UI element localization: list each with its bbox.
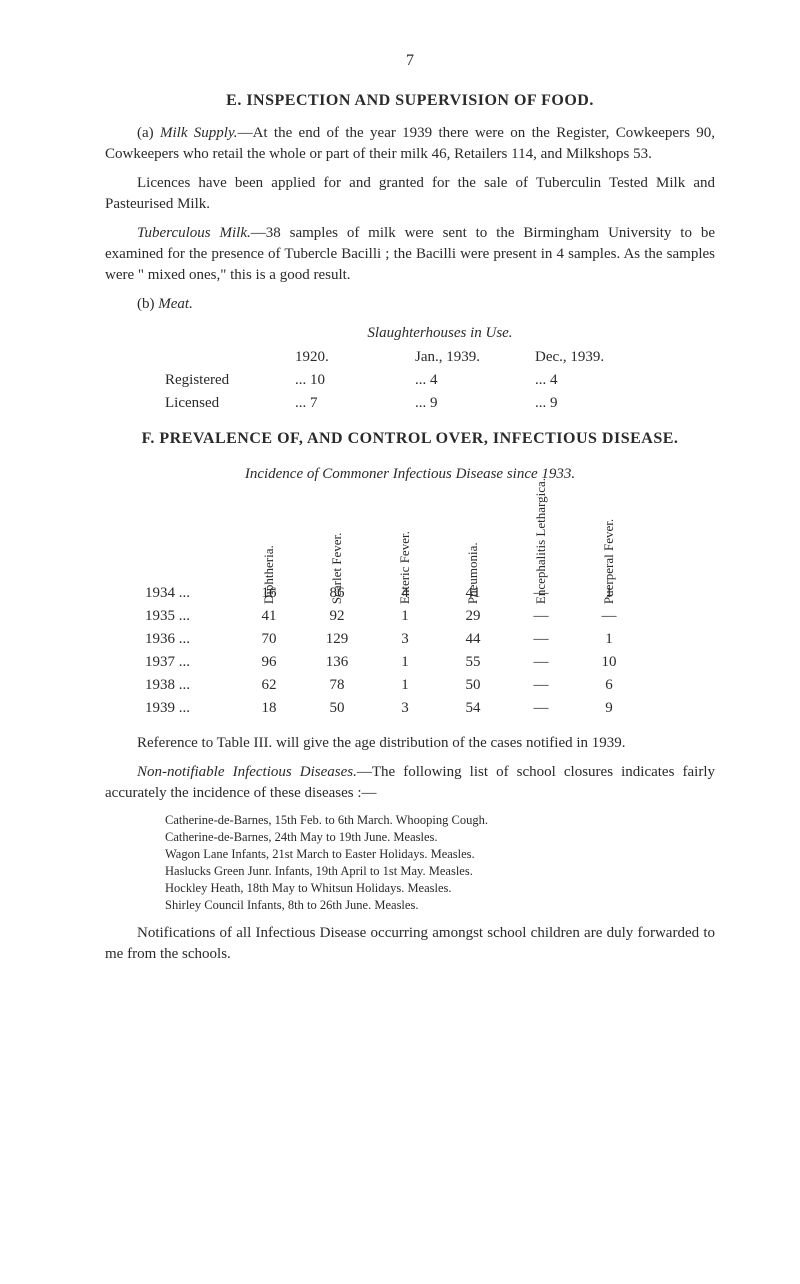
para3-italic: Tuberculous Milk. [137,225,251,241]
page-number: 7 [105,50,715,72]
slaughter-row: Licensed ... 7 ... 9 ... 9 [165,393,715,414]
disease-cell: 136 [303,652,371,673]
disease-year: 1936 ... [145,629,235,650]
slaughter-title: Slaughterhouses in Use. [165,323,715,344]
disease-cell: 3 [371,629,439,650]
slaughter-c3-1: ... 9 [535,393,655,414]
para-meat: (b) Meat. [105,294,715,315]
para1-prefix: (a) [137,125,160,141]
disease-cell: 96 [235,652,303,673]
non-notifiable-para: Non-notifiable Infectious Diseases.—The … [105,762,715,804]
disease-cell: 1 [371,652,439,673]
disease-row: 1939 ...1850354—9 [145,698,715,719]
disease-cell: 41 [235,606,303,627]
disease-cell: — [507,629,575,650]
disease-cell: 50 [439,675,507,696]
disease-header-1: Scarlet Fever. [328,536,346,604]
slaughter-c1-0: ... 10 [295,370,415,391]
disease-cell: 78 [303,675,371,696]
slaughter-c3-0: ... 4 [535,370,655,391]
para4-prefix: (b) [137,296,158,312]
disease-cell: — [507,675,575,696]
disease-cell: 50 [303,698,371,719]
disease-year: 1939 ... [145,698,235,719]
disease-row: 1934 ...1686441—1 [145,583,715,604]
disease-headers: Diphtheria. Scarlet Fever. Enteric Fever… [145,501,715,579]
closure-line: Shirley Council Infants, 8th to 26th Jun… [165,897,695,914]
disease-header-0: Diphtheria. [260,536,278,604]
disease-cell: 1 [575,629,643,650]
slaughter-h2: Jan., 1939. [415,347,535,368]
slaughter-row: Registered ... 10 ... 4 ... 4 [165,370,715,391]
disease-year: 1934 ... [145,583,235,604]
disease-cell: 55 [439,652,507,673]
disease-cell: 62 [235,675,303,696]
para1-italic: Milk Supply. [160,125,238,141]
disease-cell: 54 [439,698,507,719]
para-milk-supply: (a) Milk Supply.—At the end of the year … [105,123,715,165]
disease-header-5: Puerperal Fever. [600,536,618,604]
disease-cell: 6 [575,675,643,696]
disease-cell: 29 [439,606,507,627]
disease-row: 1938 ...6278150—6 [145,675,715,696]
reference-para: Reference to Table III. will give the ag… [105,733,715,754]
final-para: Notifications of all Infectious Disease … [105,923,715,965]
slaughter-blank [165,347,295,368]
disease-cell: 1 [371,675,439,696]
disease-cell: 70 [235,629,303,650]
section-e-heading: E. INSPECTION AND SUPERVISION OF FOOD. [105,90,715,112]
disease-row: 1936 ...70129344—1 [145,629,715,650]
slaughter-c2-0: ... 4 [415,370,535,391]
slaughterhouse-table: Slaughterhouses in Use. 1920. Jan., 1939… [165,323,715,414]
closures-list: Catherine-de-Barnes, 15th Feb. to 6th Ma… [165,812,695,913]
disease-year: 1935 ... [145,606,235,627]
disease-cell: — [507,652,575,673]
closure-line: Catherine-de-Barnes, 24th May to 19th Ju… [165,829,695,846]
slaughter-c1-1: ... 7 [295,393,415,414]
disease-row: 1937 ...96136155—10 [145,652,715,673]
closure-line: Wagon Lane Infants, 21st March to Easter… [165,846,695,863]
slaughter-label-1: Licensed [165,393,295,414]
para-licences: Licences have been applied for and grant… [105,173,715,215]
closure-line: Haslucks Green Junr. Infants, 19th April… [165,863,695,880]
disease-year: 1937 ... [145,652,235,673]
closure-line: Catherine-de-Barnes, 15th Feb. to 6th Ma… [165,812,695,829]
disease-header-3: Pneumonia. [464,536,482,604]
disease-cell: 3 [371,698,439,719]
incidence-title: Incidence of Commoner Infectious Disease… [105,464,715,485]
disease-cell: — [507,698,575,719]
disease-cell: — [575,606,643,627]
disease-cell: 10 [575,652,643,673]
disease-cell: 18 [235,698,303,719]
disease-cell: 92 [303,606,371,627]
nonnotif-italic: Non-notifiable Infectious Diseases. [137,764,357,780]
disease-cell: 44 [439,629,507,650]
disease-cell: — [507,606,575,627]
disease-row: 1935 ...4192129—— [145,606,715,627]
closure-line: Hockley Heath, 18th May to Whitsun Holid… [165,880,695,897]
para-tuberculous: Tuberculous Milk.—38 samples of milk wer… [105,223,715,286]
slaughter-label-0: Registered [165,370,295,391]
disease-header-2: Enteric Fever. [396,536,414,604]
slaughter-header-row: 1920. Jan., 1939. Dec., 1939. [165,347,715,368]
disease-cell: 9 [575,698,643,719]
disease-header-4: Encephalitis Lethargica. [532,536,550,604]
para4-italic: Meat. [158,296,193,312]
slaughter-c2-1: ... 9 [415,393,535,414]
slaughter-h3: Dec., 1939. [535,347,655,368]
disease-table: Diphtheria. Scarlet Fever. Enteric Fever… [145,501,715,719]
disease-year: 1938 ... [145,675,235,696]
section-f-heading: F. PREVALENCE OF, AND CONTROL OVER, INFE… [105,428,715,450]
disease-cell: 1 [371,606,439,627]
slaughter-h1: 1920. [295,347,415,368]
disease-cell: 129 [303,629,371,650]
